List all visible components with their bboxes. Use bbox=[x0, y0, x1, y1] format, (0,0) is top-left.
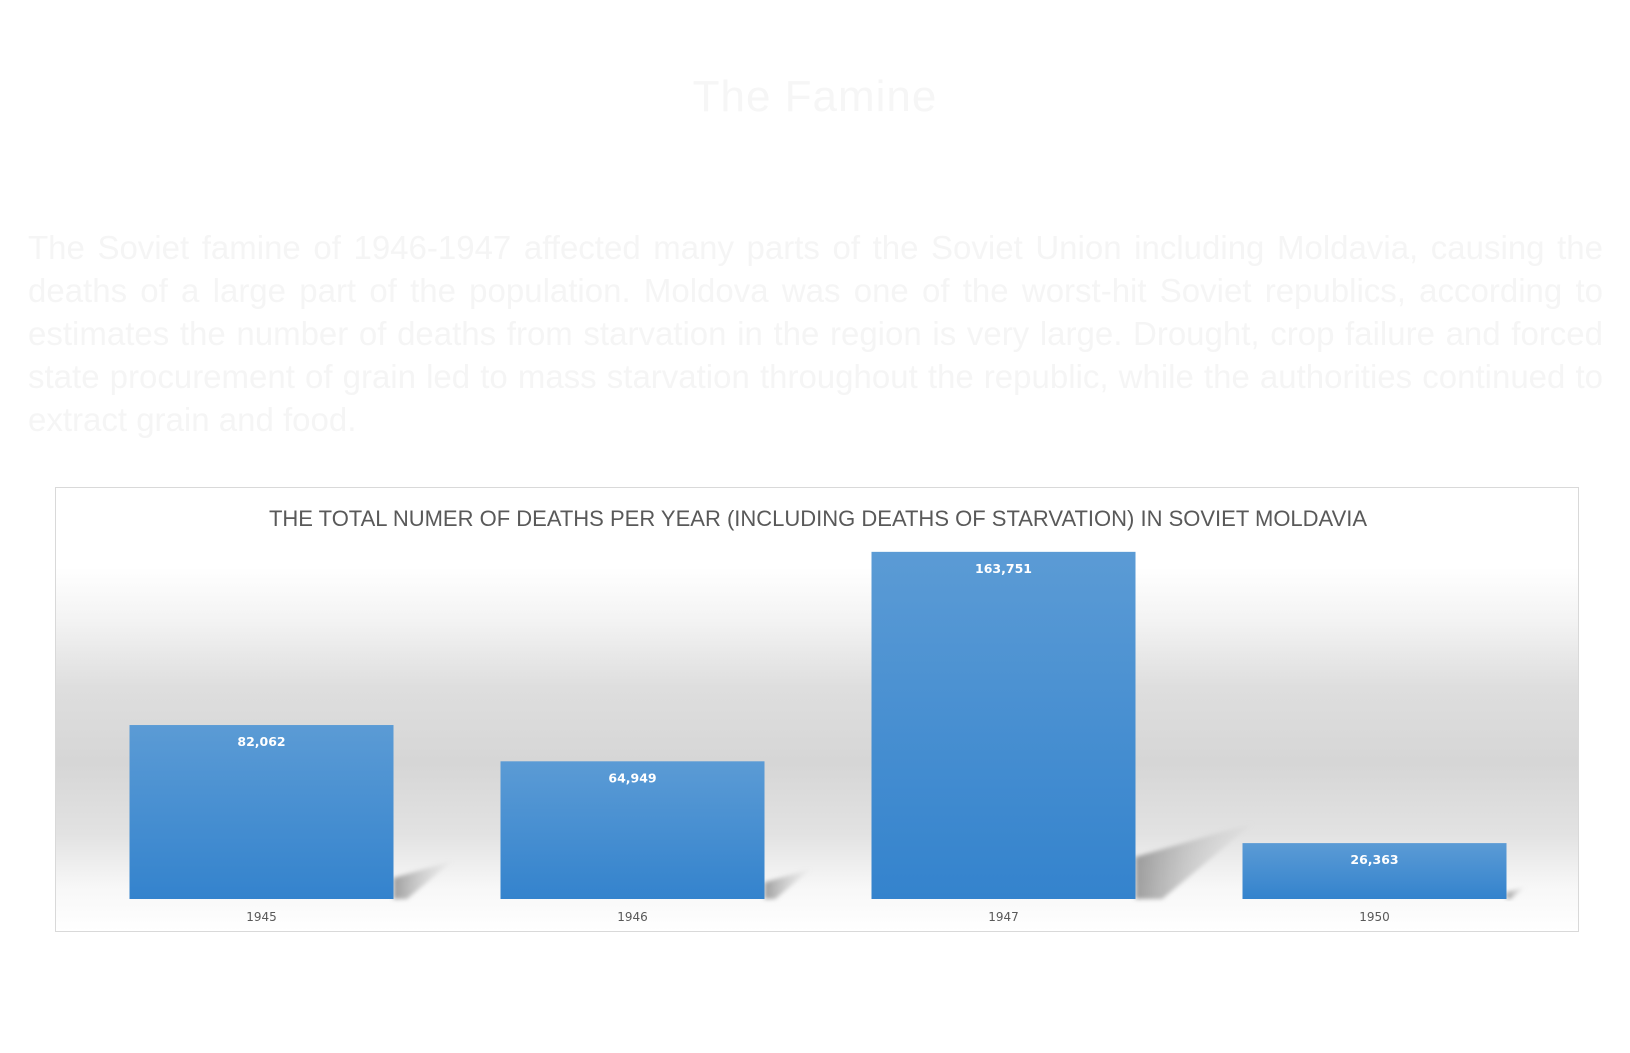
bar-value-label-1950: 26,363 bbox=[1350, 852, 1398, 867]
bar-shadow-1946 bbox=[764, 868, 812, 899]
bar-value-label-1947: 163,751 bbox=[975, 561, 1032, 576]
bar-value-label-1945: 82,062 bbox=[237, 734, 285, 749]
x-axis-tick-labels: 1945 1946 1947 1950 bbox=[246, 910, 1390, 924]
bar-chart: THE TOTAL NUMER OF DEATHS PER YEAR (INCL… bbox=[129, 506, 1526, 924]
bar-1950 bbox=[1242, 843, 1507, 899]
bar-value-label-1946: 64,949 bbox=[608, 770, 656, 785]
slide-title: The Famine bbox=[692, 72, 938, 121]
x-tick-label-1946: 1946 bbox=[617, 910, 648, 924]
bar-shadows bbox=[393, 822, 1526, 899]
bar-shadow-1950 bbox=[1506, 886, 1526, 899]
bar-shadow-1947 bbox=[1135, 822, 1254, 899]
x-tick-label-1950: 1950 bbox=[1359, 910, 1390, 924]
slide-body-text: The Soviet famine of 1946-1947 affected … bbox=[28, 229, 1603, 438]
x-tick-label-1947: 1947 bbox=[988, 910, 1019, 924]
bar-shadow-1945 bbox=[393, 860, 453, 899]
bar-1945 bbox=[129, 725, 394, 899]
bar-1947 bbox=[871, 551, 1136, 899]
chart-frame: THE TOTAL NUMER OF DEATHS PER YEAR (INCL… bbox=[55, 487, 1579, 932]
bars bbox=[129, 551, 1507, 899]
bar-1946 bbox=[500, 761, 765, 899]
bar-value-labels: 82,062 64,949 163,751 26,363 bbox=[237, 561, 1398, 867]
chart-title: THE TOTAL NUMER OF DEATHS PER YEAR (INCL… bbox=[269, 506, 1367, 531]
x-tick-label-1945: 1945 bbox=[246, 910, 277, 924]
